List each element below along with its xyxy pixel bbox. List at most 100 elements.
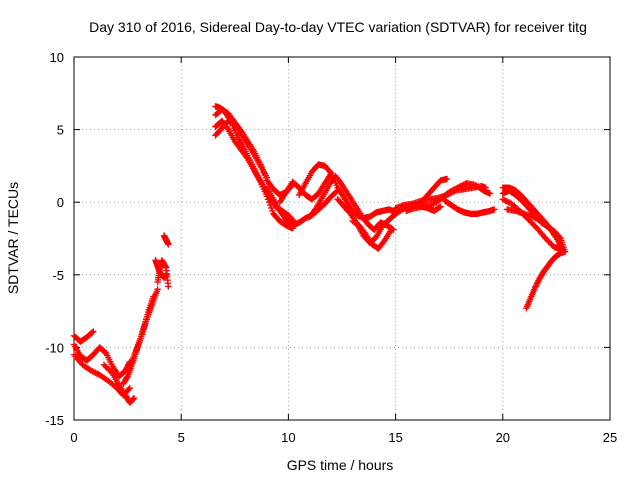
y-tick-label: -10 [45, 340, 64, 355]
x-tick-label: 20 [496, 430, 510, 445]
y-tick-label: 0 [57, 195, 64, 210]
plot-frame [73, 56, 611, 421]
series-arc-28 [499, 196, 564, 252]
data-point [268, 204, 275, 212]
axis-ticks [73, 56, 611, 421]
data-point [327, 168, 334, 176]
series-arc-13 [212, 117, 271, 181]
data-point [388, 226, 395, 233]
data-point [543, 236, 551, 244]
data-point [526, 217, 534, 225]
data-point [545, 223, 552, 231]
data-point [533, 215, 541, 223]
series-arc-24 [441, 197, 498, 218]
series-arc-29 [523, 248, 569, 312]
data-point [105, 365, 112, 373]
data-point [534, 278, 542, 286]
data-point [129, 396, 136, 403]
series-arc-4 [100, 361, 138, 406]
data-point [265, 199, 273, 206]
data-point [561, 248, 569, 255]
data-point [532, 283, 539, 290]
data-point [312, 206, 319, 213]
series-arc-16 [295, 161, 399, 222]
data-point [154, 286, 161, 293]
data-point [545, 238, 552, 245]
x-tick-label: 25 [603, 430, 617, 445]
series-arc-17 [306, 172, 397, 233]
data-point [165, 241, 172, 248]
data-point [90, 368, 98, 376]
data-point [542, 235, 549, 242]
data-point [535, 216, 542, 223]
data-point [528, 219, 535, 226]
data-point [162, 263, 169, 270]
data-point [269, 207, 276, 215]
data-points [70, 103, 569, 406]
data-point [457, 183, 464, 190]
data-point [125, 386, 132, 393]
data-point [150, 293, 157, 300]
series-arc-23 [418, 175, 451, 206]
series-arc-9 [160, 232, 172, 248]
series-arc-14 [263, 184, 341, 229]
data-point [548, 241, 555, 248]
data-point [447, 188, 454, 195]
data-point [516, 207, 524, 215]
data-point [522, 213, 529, 220]
data-point [521, 212, 528, 219]
data-point [556, 239, 563, 247]
data-point [525, 216, 532, 223]
data-point [263, 174, 271, 181]
data-point [453, 185, 460, 192]
data-point [450, 186, 457, 194]
x-tick-label: 0 [70, 430, 77, 445]
data-point [505, 199, 512, 206]
data-point [443, 175, 451, 183]
series-arc-2 [70, 341, 133, 380]
data-point [451, 185, 459, 193]
data-point [533, 280, 541, 287]
data-point [123, 374, 131, 381]
series-arc-19 [349, 217, 395, 252]
data-point [448, 187, 456, 194]
y-tick-label: -15 [45, 413, 64, 428]
data-point [89, 329, 96, 336]
data-point [499, 196, 506, 203]
x-tick-labels: 0 5 10 15 20 25 [70, 430, 617, 445]
data-point [532, 214, 539, 222]
data-point [491, 206, 498, 213]
data-point [460, 181, 467, 188]
data-point [130, 395, 138, 402]
data-point [456, 183, 463, 191]
series-arc-1 [70, 328, 97, 345]
data-point [107, 368, 115, 376]
series-arc-22 [403, 180, 494, 215]
data-point [523, 214, 531, 222]
data-point [531, 214, 538, 221]
data-point [546, 239, 554, 247]
y-tick-label: 5 [57, 123, 64, 138]
grid-lines [74, 57, 610, 420]
data-point [165, 283, 172, 290]
data-point [532, 223, 539, 231]
chart-title: Day 310 of 2016, Sidereal Day-to-day VTE… [89, 19, 587, 35]
y-tick-label: 10 [50, 50, 64, 65]
data-point [458, 182, 466, 189]
data-point [89, 368, 96, 375]
y-tick-labels: -15 -10 -5 0 5 10 [45, 50, 64, 428]
data-point [266, 201, 274, 209]
data-point [437, 203, 444, 210]
data-point [529, 213, 537, 220]
data-point [263, 193, 271, 200]
data-point [533, 281, 540, 289]
data-point [87, 367, 95, 374]
data-point [264, 196, 272, 203]
series-arc-8 [152, 257, 170, 281]
data-point [93, 370, 101, 377]
data-point [518, 209, 525, 216]
data-point [519, 210, 527, 218]
x-tick-label: 10 [281, 430, 295, 445]
x-tick-label: 15 [388, 430, 402, 445]
